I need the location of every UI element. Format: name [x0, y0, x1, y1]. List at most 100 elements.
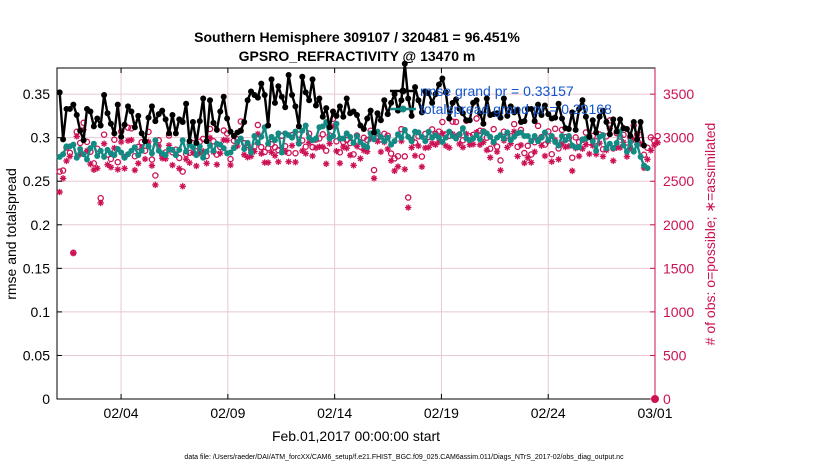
chart-title-line1: Southern Hemisphere 309107 / 320481 = 96… — [194, 29, 520, 45]
obs-assimilated-marker — [227, 161, 234, 169]
obs-assimilated-marker — [582, 141, 590, 148]
rmse-point — [316, 95, 323, 102]
asterisk-stroke — [395, 163, 401, 170]
obs-assimilated-marker — [135, 160, 142, 167]
totalspread-point — [439, 139, 446, 146]
obs-possible-marker — [473, 115, 480, 122]
totalspread-point — [135, 152, 142, 159]
asterisk-stroke — [135, 160, 141, 167]
obs-possible-marker — [514, 143, 521, 151]
asterisk-stroke — [654, 140, 661, 146]
rmse-point — [121, 121, 128, 128]
asterisk-stroke — [357, 155, 364, 162]
rmse-point — [179, 119, 186, 126]
x-axis-label: Feb.01,2017 00:00:00 start — [272, 428, 440, 444]
obs-possible-marker — [179, 168, 186, 175]
totalspread-point — [504, 129, 511, 136]
rmse-point — [593, 129, 600, 136]
rmse-point — [569, 109, 576, 116]
totalspread-point — [627, 139, 634, 146]
rmse-point — [237, 127, 244, 134]
obs-assimilated-marker — [531, 148, 538, 156]
rmse-point — [125, 103, 132, 110]
totalspread-point — [172, 152, 179, 159]
rmse-point — [114, 101, 121, 108]
asterisk-stroke — [258, 150, 264, 157]
obs-assimilated-marker — [319, 143, 326, 151]
rmse-point — [87, 108, 94, 115]
totalspread-point — [312, 135, 319, 142]
obs-assimilated-marker — [309, 152, 316, 160]
rmse-point — [70, 101, 77, 108]
asterisk-stroke — [518, 142, 524, 148]
obs-possible-marker — [292, 149, 299, 157]
rmse-point — [131, 124, 138, 131]
obs-possible-marker — [302, 143, 309, 150]
rmse-point — [268, 76, 275, 83]
rmse-point — [282, 104, 289, 111]
rmse-point — [162, 116, 169, 123]
rmse-point — [453, 96, 460, 103]
asterisk-stroke — [125, 138, 131, 144]
obs-assimilated-marker — [541, 152, 549, 160]
obs-assimilated-marker — [459, 144, 467, 151]
asterisk-stroke — [497, 167, 504, 174]
asterisk-stroke — [149, 162, 155, 169]
totalspread-point — [442, 134, 449, 141]
rmse-point — [514, 106, 521, 113]
totalspread-point — [94, 152, 101, 159]
obs-assimilated-marker — [107, 164, 115, 171]
asterisk-stroke — [600, 153, 606, 160]
totalspread-point — [644, 165, 651, 172]
obs-assimilated-marker — [548, 158, 555, 165]
rmse-point — [289, 92, 296, 99]
totalspread-point — [77, 146, 84, 153]
rmse-point — [500, 95, 507, 102]
rmse-point — [169, 112, 176, 119]
rmse-point — [494, 110, 501, 117]
obs-possible-marker — [548, 150, 555, 158]
rmse-point — [66, 105, 73, 112]
legend-spread-label: totalspread grand pr = 0.29168 — [420, 101, 612, 117]
rmse-point — [97, 122, 104, 129]
obs-assimilated-marker — [264, 159, 272, 166]
y-left-tick-label: 0.15 — [23, 260, 50, 276]
totalspread-point — [538, 134, 545, 141]
totalspread-point — [415, 129, 422, 136]
rmse-point — [265, 122, 272, 129]
totalspread-point — [347, 133, 354, 140]
totalspread-point — [487, 133, 494, 140]
asterisk-stroke — [203, 160, 210, 166]
rmse-point — [319, 113, 326, 120]
obs-assimilated-marker — [128, 136, 135, 144]
rmse-point — [278, 93, 285, 100]
rmse-point — [107, 120, 114, 127]
obs-possible-marker — [534, 122, 542, 130]
rmse-point — [330, 108, 337, 115]
obs-assimilated-marker — [408, 144, 415, 151]
totalspread-point — [271, 137, 278, 144]
rmse-point — [364, 115, 371, 122]
obs-assimilated-marker — [148, 162, 156, 169]
rmse-point — [497, 114, 504, 121]
asterisk-stroke — [569, 168, 575, 174]
totalspread-point — [278, 149, 285, 156]
asterisk-stroke — [193, 163, 200, 169]
obs-assimilated-marker — [575, 152, 583, 160]
totalspread-point — [73, 154, 80, 161]
obs-possible-marker — [56, 168, 63, 175]
totalspread-point — [183, 148, 190, 155]
obs-possible-marker — [370, 166, 378, 174]
totalspread-point — [364, 144, 371, 151]
rmse-point — [589, 117, 596, 124]
chart-title-line2: GPSRO_REFRACTIVITY @ 13470 m — [239, 48, 476, 64]
asterisk-stroke — [528, 159, 534, 166]
asterisk-stroke — [289, 142, 295, 149]
rmse-point — [545, 111, 552, 118]
rmse-point — [203, 138, 210, 145]
rmse-point — [101, 92, 108, 99]
rmse-point — [521, 118, 528, 125]
rmse-point — [637, 119, 644, 126]
asterisk-stroke — [63, 158, 70, 164]
totalspread-point — [169, 146, 176, 153]
